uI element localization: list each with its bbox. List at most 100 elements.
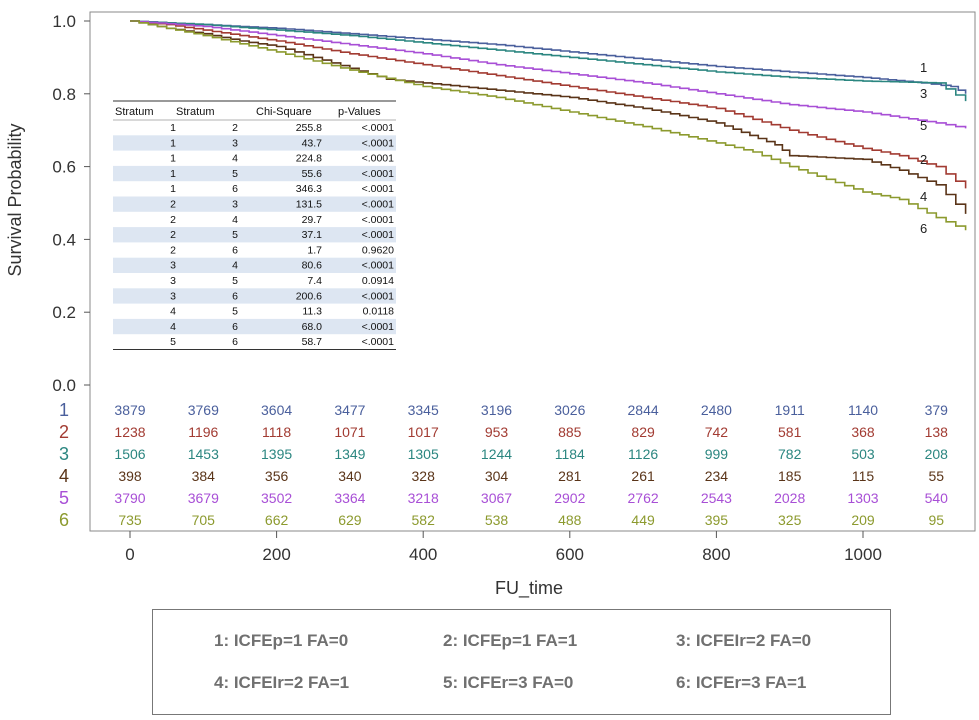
at-risk-value: 829 [631,424,655,440]
table-cell: <.0001 [362,183,395,195]
at-risk-value: 3196 [481,402,512,418]
at-risk-value: 1017 [408,424,439,440]
at-risk-value: 281 [558,468,582,484]
table-header-cell: Stratum [176,106,215,118]
table-cell: <.0001 [362,214,395,226]
at-risk-value: 742 [705,424,729,440]
at-risk-value: 234 [705,468,729,484]
at-risk-value: 209 [851,512,875,528]
table-cell: 0.0118 [363,306,394,318]
survival-curve-2 [130,20,967,189]
at-risk-row-label: 5 [59,488,69,508]
table-cell: 224.8 [296,153,322,165]
legend-item-4: 4: ICFEIr=2 FA=1 [214,673,350,692]
table-row-shade [113,318,396,335]
table-cell: 1 [170,122,176,134]
at-risk-value: 340 [338,468,362,484]
table-cell: 200.6 [296,290,322,302]
table-cell: 5 [232,229,238,241]
at-risk-value: 115 [852,468,875,484]
at-risk-value: 328 [412,468,436,484]
table-cell: <.0001 [362,153,395,165]
curve-end-label-3: 3 [920,86,927,101]
table-header-cell: Stratum [115,106,154,118]
table-header-cell: Chi-Square [256,106,312,118]
table-cell: 3 [232,199,238,211]
table-cell: 43.7 [302,137,323,149]
table-cell: 55.6 [302,168,323,180]
curve-end-label-6: 6 [920,221,927,236]
table-cell: <.0001 [362,122,395,134]
x-tick-label: 800 [702,545,730,564]
survival-curve-3 [130,20,967,102]
at-risk-value: 3879 [114,402,145,418]
at-risk-value: 261 [631,468,655,484]
curve-end-label-2: 2 [920,152,927,167]
at-risk-value: 488 [558,512,582,528]
at-risk-value: 1126 [628,446,658,462]
x-tick-label: 200 [262,545,290,564]
at-risk-value: 3067 [481,490,512,506]
at-risk-value: 449 [631,512,655,528]
at-risk-value: 885 [558,424,582,440]
table-header-cell: p-Values [338,106,381,118]
at-risk-value: 325 [778,512,802,528]
at-risk-value: 540 [925,490,949,506]
at-risk-value: 1238 [114,424,145,440]
at-risk-value: 735 [118,512,142,528]
at-risk-row-label: 3 [59,444,69,464]
at-risk-value: 662 [265,512,289,528]
at-risk-value: 503 [851,446,875,462]
table-row-shade [113,227,396,243]
at-risk-value: 2543 [701,490,732,506]
at-risk-value: 138 [925,424,949,440]
table-cell: 58.7 [302,336,323,348]
at-risk-value: 1911 [775,402,805,418]
x-tick-label: 1000 [844,545,882,564]
table-cell: <.0001 [362,199,395,211]
table-cell: 5 [232,306,238,318]
table-cell: 4 [232,260,238,272]
curve-end-label-1: 1 [920,60,927,75]
table-cell: 29.7 [302,214,323,226]
table-cell: 0.9620 [362,244,394,256]
at-risk-value: 185 [778,468,802,484]
table-cell: 11.3 [302,306,322,318]
table-row-shade [113,196,396,212]
table-cell: 4 [232,214,238,226]
at-risk-value: 1118 [262,424,291,440]
x-tick-label: 600 [556,545,584,564]
table-cell: 6 [232,183,238,195]
at-risk-value: 1196 [188,424,218,440]
table-cell: 80.6 [302,260,323,272]
table-cell: <.0001 [362,229,395,241]
at-risk-value: 3364 [334,490,365,506]
at-risk-value: 1506 [114,446,145,462]
at-risk-value: 1303 [847,490,878,506]
at-risk-value: 3502 [261,490,292,506]
table-row-shade [113,257,396,273]
at-risk-value: 1349 [334,446,365,462]
at-risk-value: 2762 [628,490,659,506]
survival-curve-4 [130,20,967,214]
table-cell: 37.1 [302,229,323,241]
table-cell: 5 [170,336,176,348]
table-cell: 3 [170,275,176,287]
legend-item-5: 5: ICFEr=3 FA=0 [443,673,574,692]
at-risk-value: 782 [778,446,802,462]
at-risk-value: 538 [485,512,509,528]
table-cell: 346.3 [296,183,322,195]
y-tick-label: 0.6 [52,158,76,177]
table-cell: 2 [232,122,238,134]
table-cell: 1 [170,183,176,195]
x-axis-title: FU_time [495,578,563,599]
table-cell: 3 [170,260,176,272]
table-cell: 7.4 [307,275,322,287]
at-risk-value: 999 [705,446,729,462]
at-risk-value: 705 [192,512,216,528]
table-cell: 3 [232,137,238,149]
x-tick-label: 400 [409,545,437,564]
at-risk-value: 55 [929,468,945,484]
curve-end-label-4: 4 [920,189,927,204]
x-tick-label: 0 [125,545,134,564]
